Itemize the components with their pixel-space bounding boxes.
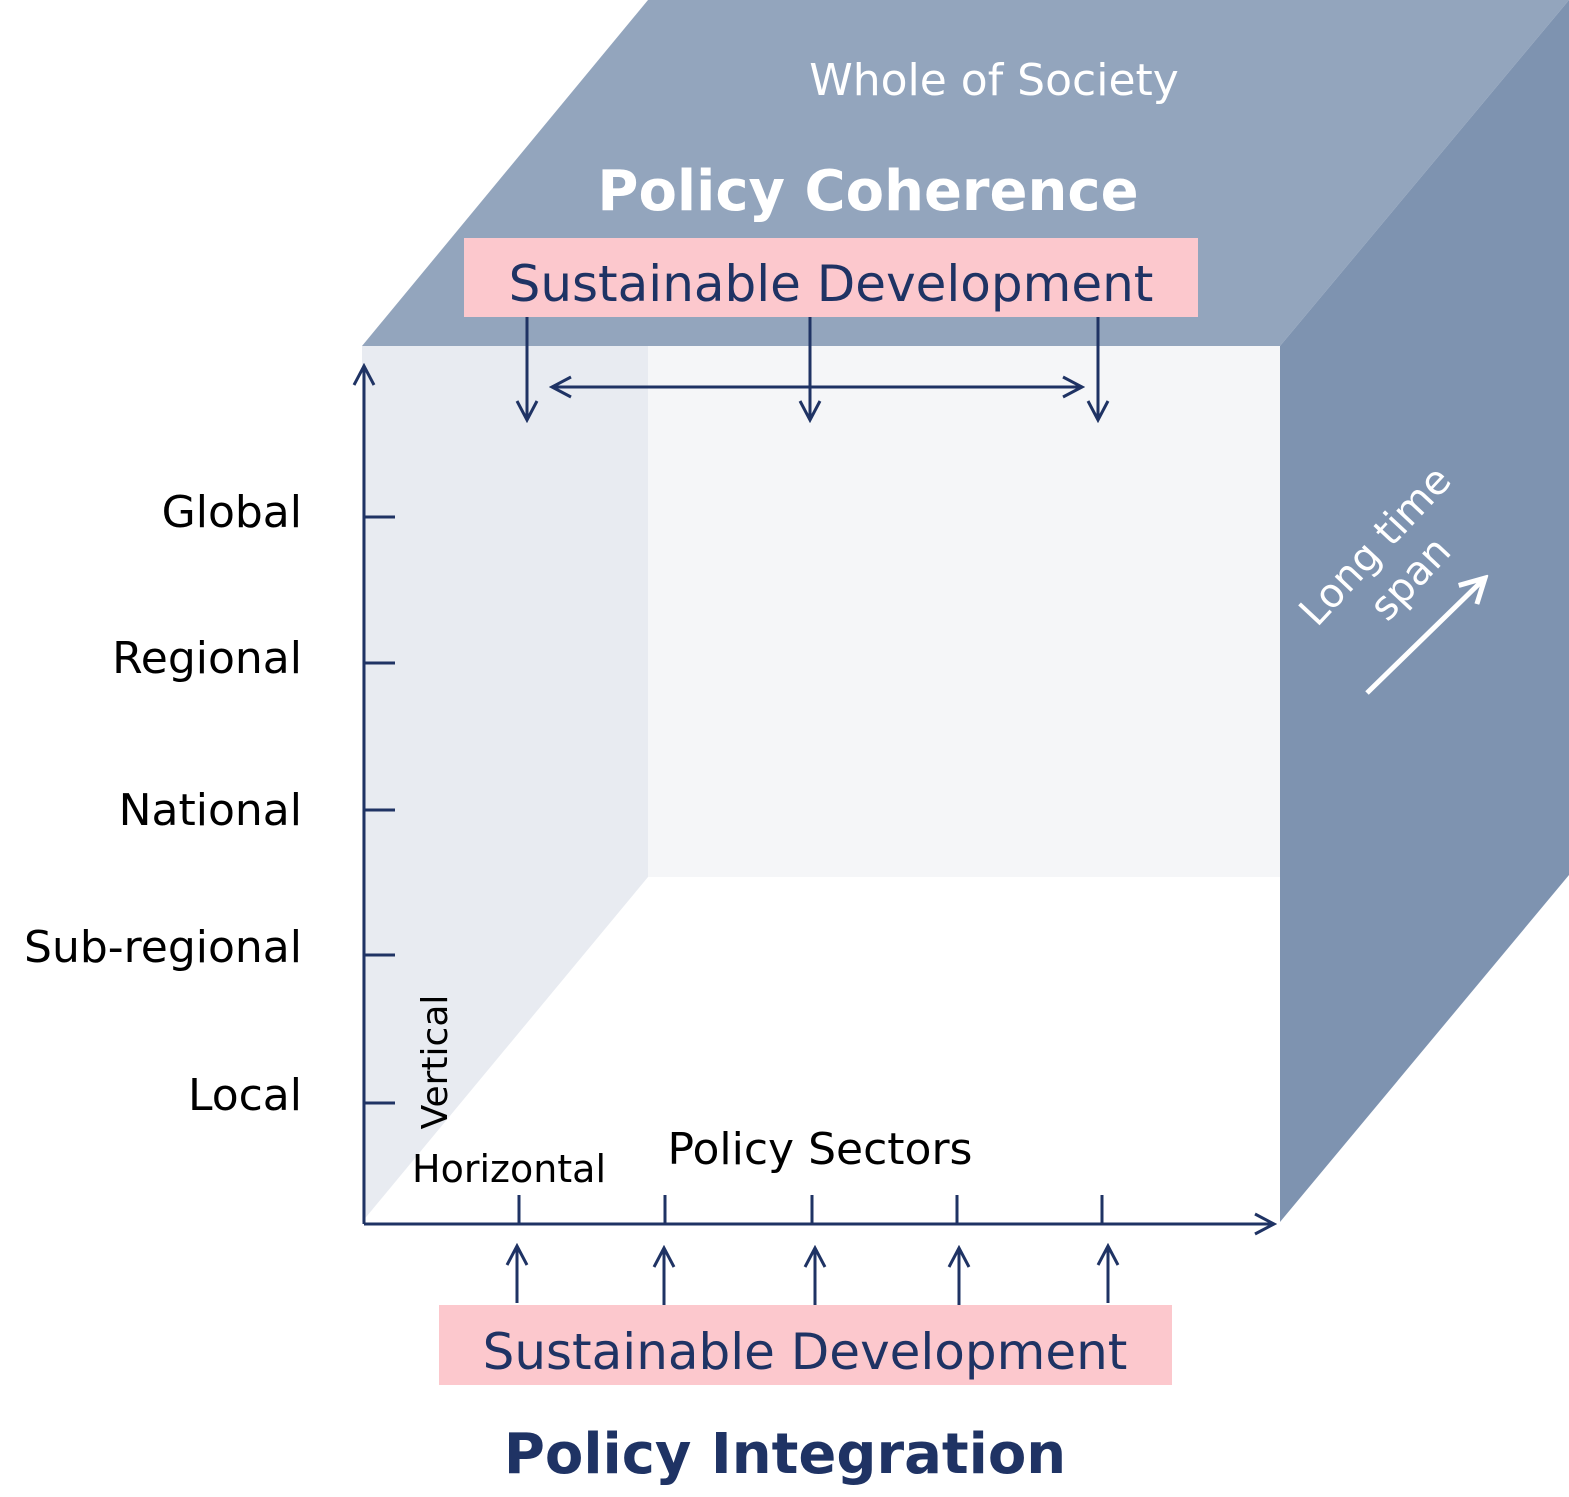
right-face xyxy=(1280,0,1569,1222)
level-label-local: Local xyxy=(188,1070,302,1121)
horizontal-axis-label: Horizontal xyxy=(412,1147,606,1191)
vertical-axis-label: Vertical xyxy=(415,995,456,1130)
bottom-sustainable-development-box xyxy=(439,1305,1172,1385)
level-label-global: Global xyxy=(162,487,302,538)
policy-coherence-title: Policy Coherence xyxy=(597,159,1138,224)
level-label-national: National xyxy=(119,785,302,836)
whole-of-society-label: Whole of Society xyxy=(809,55,1179,106)
long-time-span-arrow xyxy=(1365,578,1485,695)
policy-sectors-label: Policy Sectors xyxy=(668,1124,973,1175)
top-sustainable-development-label: Sustainable Development xyxy=(509,255,1154,313)
left-face xyxy=(362,346,648,1222)
level-label-regional: Regional xyxy=(112,633,302,684)
level-label-sub-regional: Sub-regional xyxy=(24,922,302,973)
policy-integration-title: Policy Integration xyxy=(504,1422,1066,1487)
top-sustainable-development-box xyxy=(464,238,1198,317)
back-face xyxy=(648,346,1280,877)
bottom-sustainable-development-label: Sustainable Development xyxy=(483,1323,1128,1381)
